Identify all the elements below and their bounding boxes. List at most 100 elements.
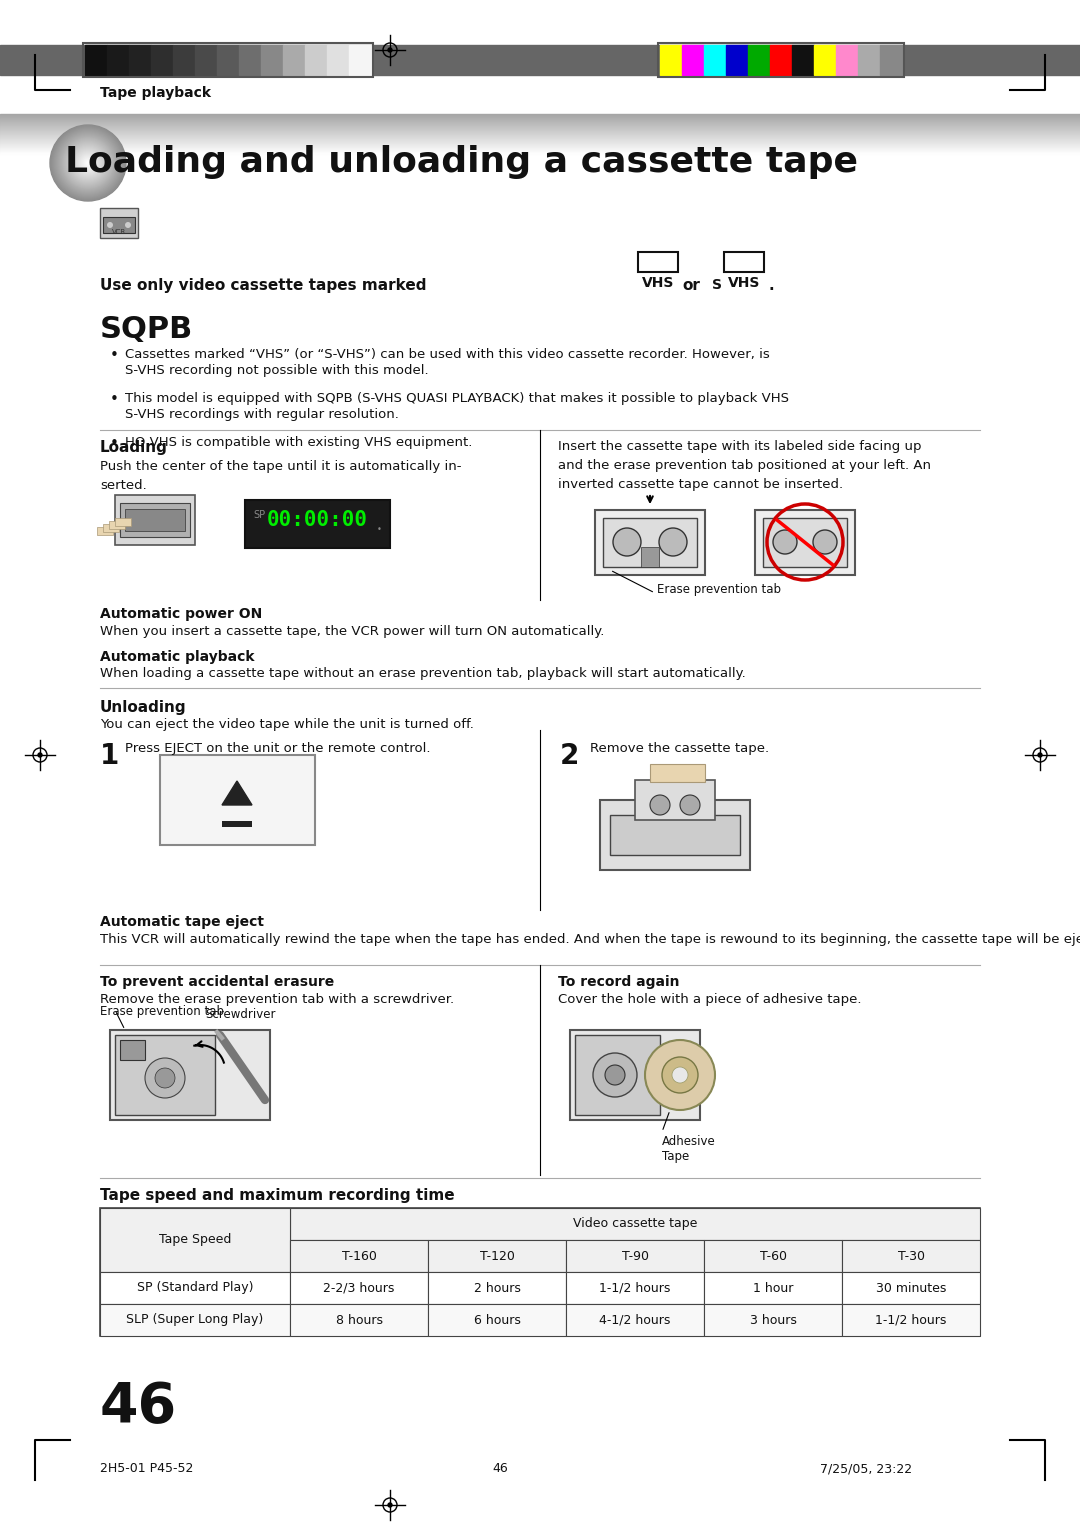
Circle shape: [55, 130, 121, 196]
Bar: [100, 1271, 291, 1303]
Bar: [570, 1030, 700, 1120]
Text: Unloading: Unloading: [100, 700, 187, 715]
Circle shape: [86, 160, 90, 165]
Text: 2-2/3 hours: 2-2/3 hours: [323, 1282, 394, 1294]
Bar: [566, 1303, 704, 1335]
Bar: [428, 1271, 566, 1303]
Bar: [748, 44, 770, 75]
Text: Remove the erase prevention tab with a screwdriver.: Remove the erase prevention tab with a s…: [100, 993, 454, 1005]
Bar: [217, 44, 239, 75]
Bar: [195, 44, 217, 75]
Bar: [600, 801, 750, 869]
Bar: [566, 1241, 704, 1271]
Bar: [770, 44, 792, 75]
Text: T-160: T-160: [341, 1250, 377, 1262]
Bar: [120, 1041, 145, 1060]
Circle shape: [62, 138, 114, 189]
Text: Automatic power ON: Automatic power ON: [100, 607, 262, 620]
Bar: [428, 1303, 566, 1335]
Text: To record again: To record again: [558, 975, 679, 989]
Text: Automatic tape eject: Automatic tape eject: [100, 915, 264, 929]
Text: Push the center of the tape until it is automatically in-
serted.: Push the center of the tape until it is …: [100, 460, 461, 492]
Bar: [83, 43, 373, 76]
Text: Remove the cassette tape.: Remove the cassette tape.: [590, 743, 769, 755]
Bar: [836, 44, 858, 75]
Bar: [100, 1209, 980, 1335]
Bar: [603, 518, 697, 567]
Circle shape: [87, 162, 89, 163]
Bar: [120, 503, 190, 536]
Bar: [575, 1034, 660, 1115]
Text: .: .: [768, 278, 773, 293]
Bar: [291, 1271, 428, 1303]
Text: Tape playback: Tape playback: [100, 86, 211, 99]
Bar: [114, 1034, 215, 1115]
Text: Screwdriver: Screwdriver: [205, 1008, 275, 1021]
Text: SP (Standard Play): SP (Standard Play): [137, 1282, 253, 1294]
Circle shape: [613, 529, 642, 556]
Polygon shape: [222, 781, 252, 805]
Bar: [125, 509, 185, 532]
Text: 8 hours: 8 hours: [336, 1314, 382, 1326]
Text: 3 hours: 3 hours: [750, 1314, 796, 1326]
Text: 1: 1: [100, 743, 119, 770]
Bar: [151, 44, 173, 75]
Text: VHS: VHS: [642, 277, 674, 290]
Bar: [704, 1303, 842, 1335]
Text: Cassettes marked “VHS” (or “S-VHS”) can be used with this video cassette recorde: Cassettes marked “VHS” (or “S-VHS”) can …: [125, 348, 770, 361]
Text: S-VHS recording not possible with this model.: S-VHS recording not possible with this m…: [125, 364, 429, 377]
Bar: [100, 208, 138, 238]
Bar: [245, 500, 390, 549]
Circle shape: [650, 795, 670, 814]
Bar: [842, 1271, 980, 1303]
Text: •: •: [110, 348, 119, 364]
Circle shape: [85, 160, 91, 167]
Bar: [173, 44, 195, 75]
Text: This VCR will automatically rewind the tape when the tape has ended. And when th: This VCR will automatically rewind the t…: [100, 934, 1080, 946]
Circle shape: [813, 530, 837, 555]
Text: 46: 46: [100, 1380, 177, 1433]
Circle shape: [70, 145, 106, 180]
Circle shape: [75, 150, 102, 176]
Circle shape: [388, 1504, 392, 1507]
Circle shape: [54, 128, 122, 197]
Bar: [704, 44, 726, 75]
Text: SP: SP: [253, 510, 265, 520]
Bar: [261, 44, 283, 75]
Circle shape: [79, 154, 97, 173]
Circle shape: [76, 151, 100, 176]
Circle shape: [81, 156, 95, 170]
Circle shape: [80, 154, 96, 171]
Bar: [842, 1303, 980, 1335]
Circle shape: [78, 153, 98, 173]
Circle shape: [53, 128, 123, 199]
Text: When you insert a cassette tape, the VCR power will turn ON automatically.: When you insert a cassette tape, the VCR…: [100, 625, 605, 639]
Bar: [638, 252, 678, 272]
Text: 30 minutes: 30 minutes: [876, 1282, 946, 1294]
Bar: [85, 44, 107, 75]
Bar: [283, 44, 305, 75]
Bar: [880, 44, 902, 75]
Text: Use only video cassette tapes marked: Use only video cassette tapes marked: [100, 278, 427, 293]
Circle shape: [388, 47, 392, 52]
Text: Video cassette tape: Video cassette tape: [572, 1218, 698, 1230]
Circle shape: [57, 131, 119, 194]
Text: Erase prevention tab: Erase prevention tab: [100, 1005, 224, 1018]
Bar: [704, 1271, 842, 1303]
Text: T-120: T-120: [480, 1250, 514, 1262]
Text: •: •: [110, 393, 119, 406]
Bar: [305, 44, 327, 75]
Circle shape: [71, 147, 105, 180]
Circle shape: [67, 142, 109, 183]
Bar: [792, 44, 814, 75]
Text: Loading and unloading a cassette tape: Loading and unloading a cassette tape: [65, 145, 858, 179]
Circle shape: [773, 530, 797, 555]
Text: T-90: T-90: [621, 1250, 648, 1262]
Text: T-30: T-30: [897, 1250, 924, 1262]
Text: S-VHS recordings with regular resolution.: S-VHS recordings with regular resolution…: [125, 408, 399, 422]
Text: VHS: VHS: [728, 277, 760, 290]
Bar: [842, 1241, 980, 1271]
Bar: [97, 527, 113, 535]
Bar: [160, 755, 315, 845]
Bar: [650, 764, 705, 782]
